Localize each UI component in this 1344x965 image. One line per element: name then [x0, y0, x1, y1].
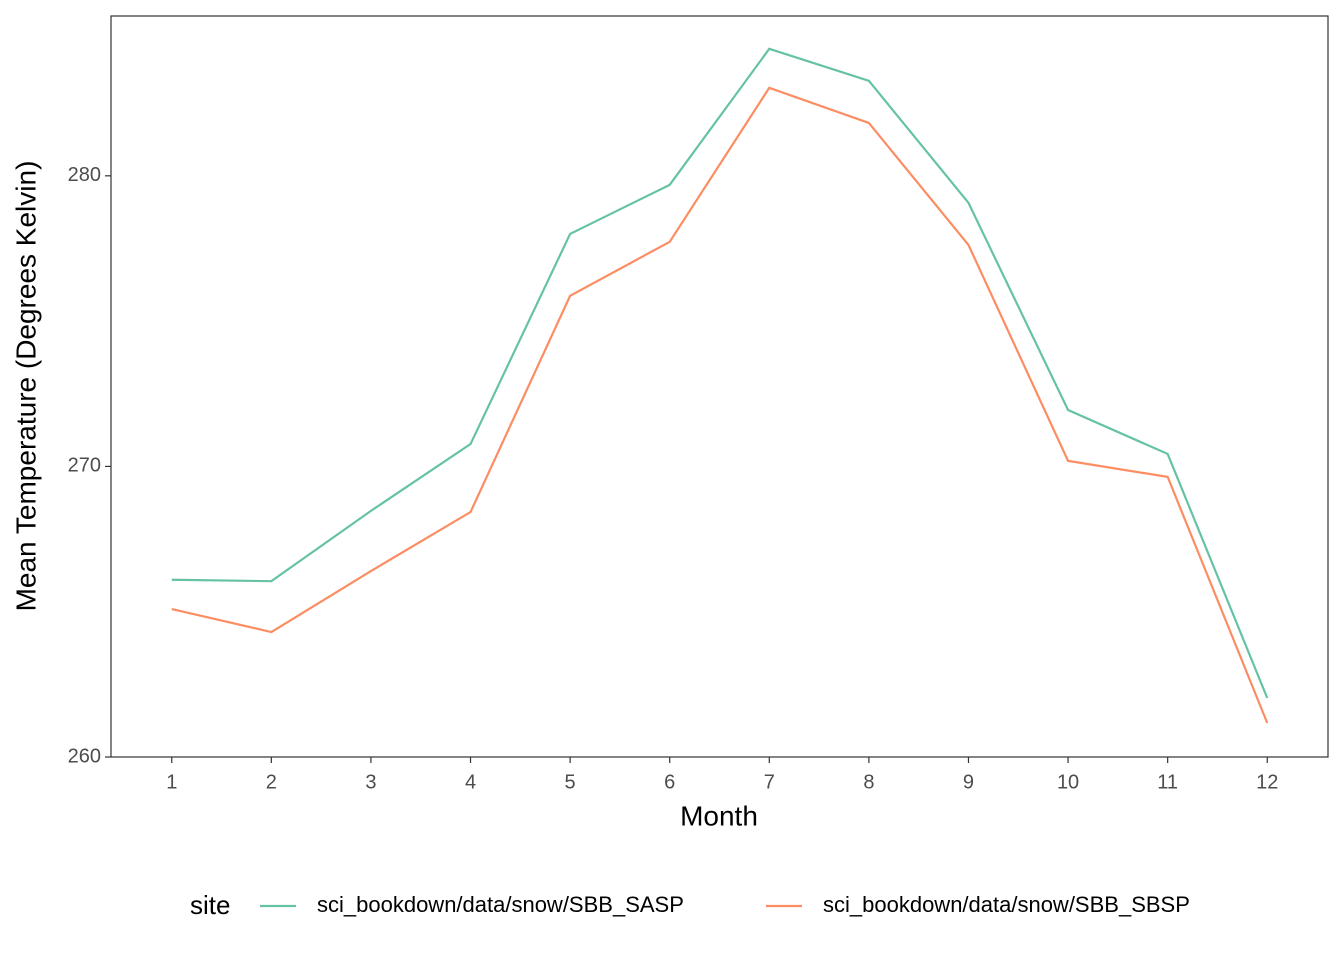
x-tick-label: 8	[863, 771, 874, 793]
x-tick-label: 10	[1057, 771, 1079, 793]
y-axis-label: Mean Temperature (Degrees Kelvin)	[10, 161, 41, 612]
x-tick-label: 5	[565, 771, 576, 793]
plot-border	[110, 15, 1329, 758]
legend-title: site	[190, 890, 230, 920]
legend-label: sci_bookdown/data/snow/SBB_SBSP	[823, 892, 1190, 917]
x-axis-label: Month	[680, 800, 758, 831]
x-tick-label: 12	[1256, 771, 1278, 793]
x-tick-label: 4	[465, 771, 476, 793]
y-tick-label: 260	[68, 745, 101, 767]
x-tick-label: 11	[1157, 771, 1178, 793]
x-tick-label: 1	[166, 771, 177, 793]
x-tick-label: 2	[266, 771, 277, 793]
x-tick-label: 3	[365, 771, 376, 793]
x-tick-label: 9	[963, 771, 974, 793]
series-line	[171, 47, 1269, 699]
x-tick-label: 7	[764, 771, 775, 793]
legend-label: sci_bookdown/data/snow/SBB_SASP	[317, 892, 684, 917]
y-tick-label: 270	[68, 455, 101, 477]
y-tick-label: 280	[68, 164, 101, 186]
x-tick-label: 6	[664, 771, 675, 793]
series-line	[171, 86, 1269, 724]
